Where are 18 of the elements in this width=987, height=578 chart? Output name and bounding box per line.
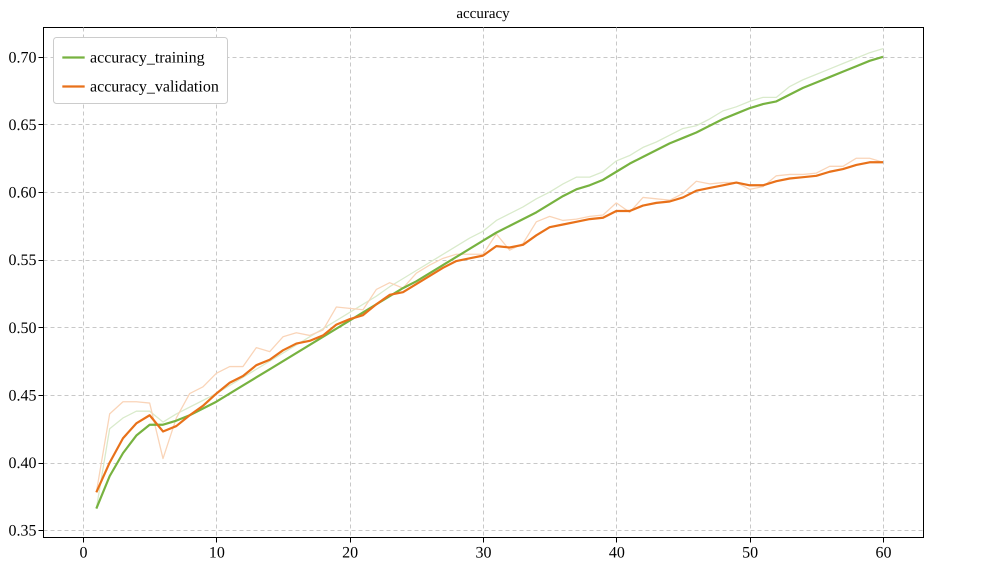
x-tick-label: 60 [876, 544, 892, 562]
y-tick-label: 0.40 [8, 455, 36, 472]
x-tick-label: 30 [476, 544, 492, 562]
legend-label: accuracy_training [90, 50, 205, 66]
y-tick-label: 0.35 [8, 522, 36, 540]
y-tick-label: 0.45 [8, 387, 36, 404]
y-tick-label: 0.65 [8, 116, 36, 134]
legend-label: accuracy_validation [90, 78, 219, 96]
y-tick-label: 0.50 [8, 320, 36, 337]
y-tick-label: 0.70 [8, 49, 36, 66]
x-tick-label: 10 [208, 544, 225, 562]
x-tick-label: 0 [80, 544, 88, 562]
x-tick-label: 50 [742, 544, 758, 562]
y-tick-label: 0.55 [8, 252, 36, 270]
chart-title: accuracy [456, 6, 510, 22]
x-tick-label: 20 [342, 544, 358, 562]
x-tick-label: 40 [608, 544, 625, 562]
y-tick-label: 0.60 [8, 184, 36, 202]
